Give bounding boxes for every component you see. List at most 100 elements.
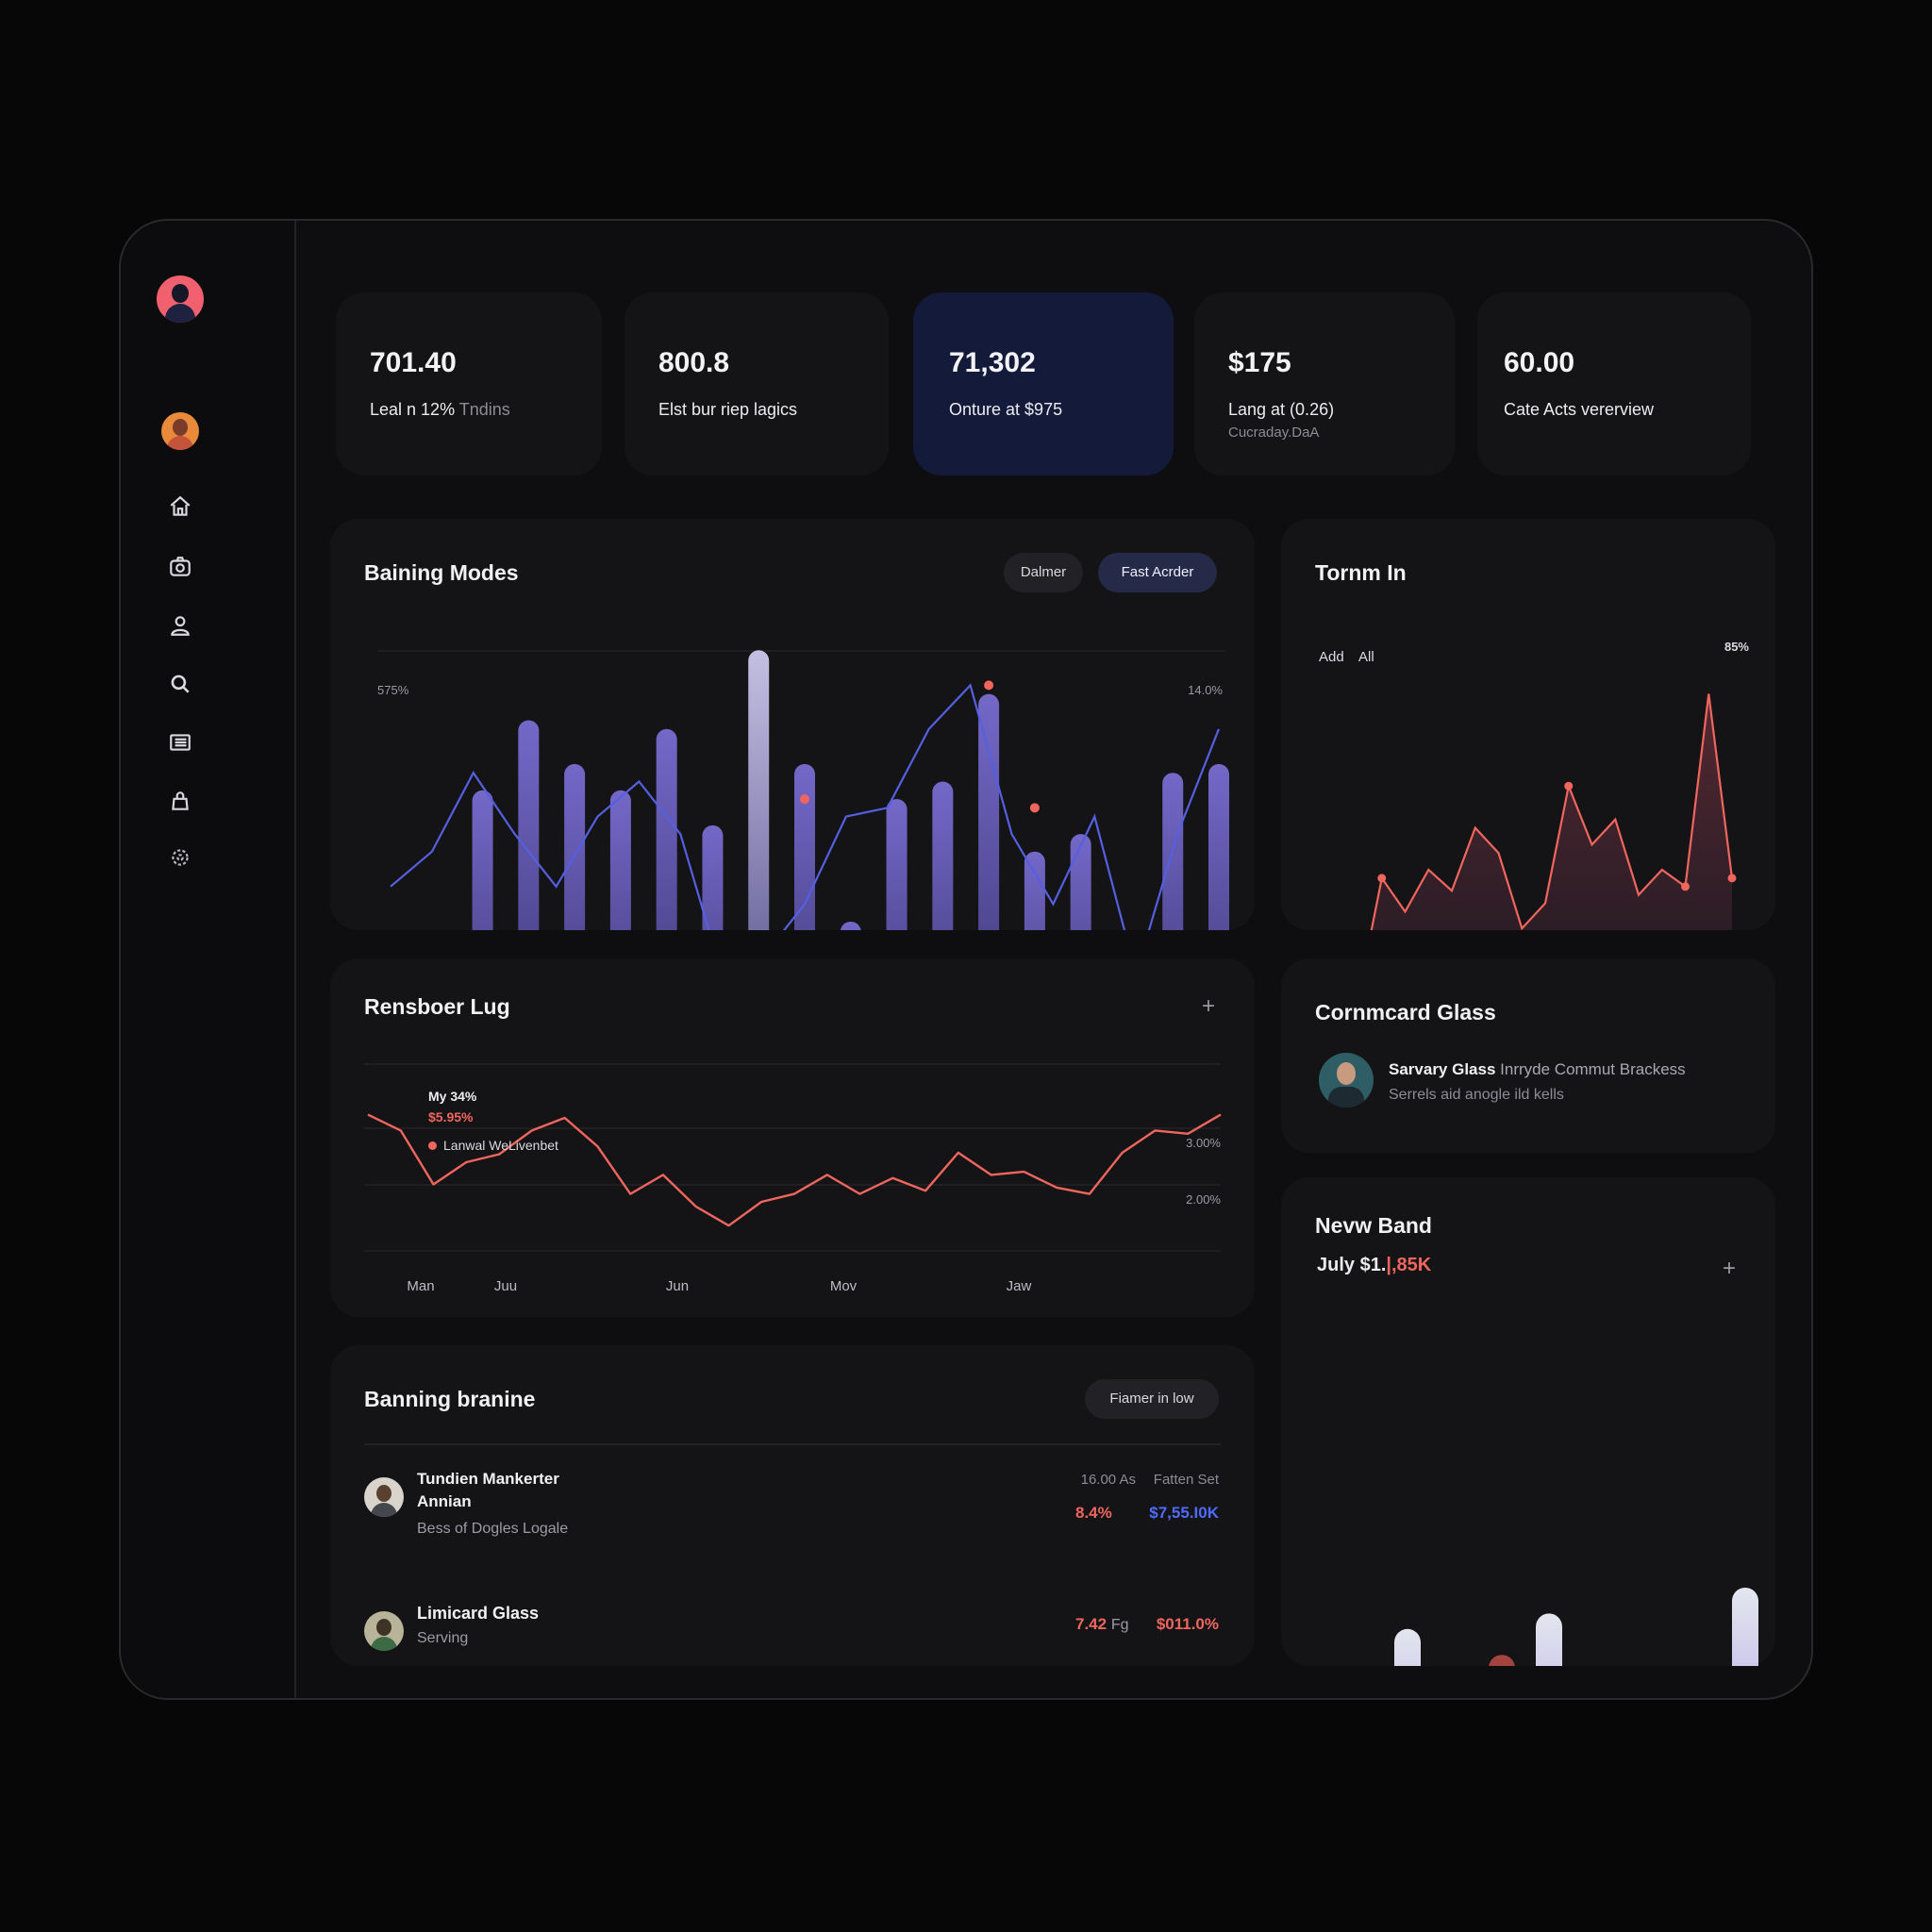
row-col1-value: 8.4% (1075, 1504, 1112, 1522)
bar (1024, 851, 1045, 930)
x-tick: Man (407, 1278, 434, 1294)
kpi-card-4[interactable]: $175 Lang at (0.26) Cucraday.DaA (1194, 292, 1455, 475)
bar (656, 728, 677, 930)
list-icon[interactable] (168, 730, 192, 755)
kpi-label: Onture at $975 (949, 400, 1063, 419)
rensboer-line-chart: 3.00% 2.00% Man Juu Jun Mov Jaw (364, 1063, 1222, 1294)
bar (564, 763, 586, 930)
card-title: Rensboer Lug (364, 994, 510, 1019)
bar (1394, 1628, 1421, 1666)
bar (840, 921, 861, 930)
kpi-value: 60.00 (1504, 347, 1575, 378)
highlight-point (800, 794, 809, 805)
kpi-label: Elst bur riep lagics (658, 400, 798, 419)
area-line (1370, 693, 1734, 930)
all-filter[interactable]: All (1358, 649, 1374, 665)
tooltip-value: $5.95% (428, 1109, 474, 1124)
data-point (1681, 882, 1690, 891)
row-avatar (364, 1477, 404, 1517)
y-tick: 3.00% (1186, 1136, 1221, 1150)
add-icon[interactable]: + (1201, 993, 1215, 1019)
user-icon[interactable] (168, 613, 192, 638)
highlight-point (1029, 803, 1040, 813)
bar (932, 781, 954, 930)
card-title: Tornm In (1315, 560, 1407, 585)
sidebar (121, 221, 296, 1698)
data-point (1377, 874, 1387, 883)
tooltip-legend: Lanwal WeLivenbet (428, 1138, 558, 1153)
highlight-point (984, 680, 994, 691)
kpi-card-1[interactable]: 701.40 Leal n 12% Tndins (336, 292, 602, 475)
nevw-band-bar-chart (1394, 1587, 1758, 1666)
banning-branine-card: Banning branine Fiamer in low Tundien Ma… (330, 1345, 1255, 1666)
baining-modes-card: Baining Modes Dalmer Fast Acrder 575%83%… (330, 519, 1255, 930)
settings-icon[interactable] (168, 845, 192, 870)
band-value: July $1.|,85K (1317, 1255, 1432, 1275)
row-col1-value: 7.42 Fg (1075, 1615, 1129, 1633)
bar (748, 650, 770, 930)
kpi-label: Leal n 12% Tndins (370, 400, 510, 419)
tooltip-title: My 34% (428, 1089, 477, 1104)
data-point (1564, 781, 1574, 791)
fast-acrder-pill[interactable]: Fast Acrder (1098, 553, 1217, 592)
camera-icon[interactable] (168, 555, 192, 579)
bar (1070, 834, 1091, 930)
row-sub: Serving (417, 1630, 469, 1646)
nevw-band-card: Nevw Band July $1.|,85K + (1281, 1177, 1775, 1666)
kpi-card-5[interactable]: 60.00 Cate Acts vererview (1477, 292, 1751, 475)
add-icon[interactable]: + (1722, 1256, 1736, 1281)
kpi-label: Lang at (0.26) (1228, 400, 1335, 419)
user-avatar[interactable] (161, 412, 199, 450)
y-tick: 575% (377, 683, 409, 697)
bar (518, 720, 540, 930)
card-title: Banning branine (364, 1387, 536, 1411)
app-logo-avatar[interactable] (157, 275, 204, 323)
kpi-sub: Cucraday.DaA (1228, 425, 1320, 441)
bar (472, 790, 493, 930)
filter-pill[interactable]: Fiamer in low (1085, 1379, 1219, 1419)
tornm-area-chart: 85%60%60%6%Now5.uk (1370, 640, 1749, 930)
y-tick: 2.00% (1186, 1192, 1221, 1207)
baining-bar-chart: 575%83%60%14.0%1 Max20191 MayDilowOur An… (377, 650, 1229, 930)
dalmer-pill[interactable]: Dalmer (1004, 553, 1083, 592)
row-avatar (364, 1611, 404, 1651)
series-line (390, 683, 1221, 930)
bar (702, 824, 724, 930)
profile-avatar[interactable] (1319, 1053, 1374, 1108)
row-col2-value: $7,55.I0K (1149, 1504, 1219, 1522)
row-name: Tundien Mankerter (417, 1470, 559, 1488)
card-title: Cornmcard Glass (1315, 1000, 1496, 1024)
search-icon[interactable] (168, 672, 192, 696)
bar (794, 763, 815, 930)
row-col2-value: $011.0% (1156, 1615, 1219, 1633)
data-point (1727, 874, 1737, 883)
kpi-value: $175 (1228, 347, 1291, 378)
x-tick: Jaw (1007, 1278, 1032, 1294)
bar (886, 799, 908, 930)
divider (364, 1443, 1221, 1445)
cornmcard-glass-card: Cornmcard Glass Sarvary Glass Inrryde Co… (1281, 958, 1775, 1153)
bar (1732, 1587, 1758, 1666)
kpi-label: Cate Acts vererview (1504, 400, 1655, 419)
bar (609, 790, 631, 930)
add-filter[interactable]: Add (1319, 649, 1344, 665)
rensboer-lug-card: Rensboer Lug + 3.00% 2.00% Man Juu Jun Mov Jaw… (330, 958, 1255, 1317)
peak-label: 85% (1724, 640, 1749, 654)
bar (1489, 1655, 1515, 1666)
kpi-card-2[interactable]: 800.8 Elst bur riep lagics (625, 292, 889, 475)
row-sub: Bess of Dogles Logale (417, 1521, 569, 1537)
bag-icon[interactable] (168, 789, 192, 813)
tornm-in-card: Tornm In Add All 85%60%60%6%Now5.uk (1281, 519, 1775, 930)
row-col2-label: Fatten Set (1153, 1472, 1219, 1488)
row-name: Limicard Glass (417, 1604, 540, 1623)
x-tick: Mov (830, 1278, 858, 1294)
x-tick: Jun (666, 1278, 689, 1294)
kpi-card-3[interactable]: 71,302 Onture at $975 (913, 292, 1174, 475)
card-title: Baining Modes (364, 560, 519, 585)
dashboard-frame: 701.40 Leal n 12% Tndins 800.8 Elst bur … (119, 219, 1813, 1700)
card-title: Nevw Band (1315, 1213, 1432, 1238)
kpi-value: 800.8 (658, 347, 730, 378)
profile-sub: Serrels aid anogle ild kells (1389, 1087, 1564, 1103)
bar (978, 693, 1000, 930)
home-icon[interactable] (168, 494, 192, 519)
